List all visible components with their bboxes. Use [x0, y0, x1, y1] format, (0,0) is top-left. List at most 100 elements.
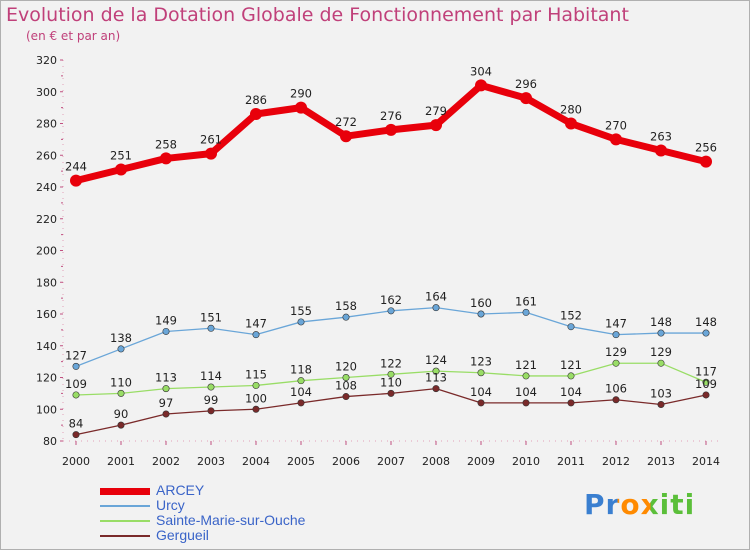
data-point — [432, 385, 440, 393]
y-tick-label: 200 — [36, 245, 57, 258]
data-point — [117, 345, 125, 353]
data-point — [655, 144, 667, 157]
data-label: 114 — [200, 369, 222, 383]
data-point — [612, 359, 620, 367]
y-tick-label: 300 — [36, 86, 57, 99]
y-tick: 80 — [43, 435, 63, 448]
data-label: 251 — [110, 149, 132, 163]
data-label: 110 — [110, 375, 132, 389]
data-point — [387, 389, 395, 397]
y-tick: 300 — [36, 86, 63, 99]
y-tick: 260 — [36, 149, 63, 162]
legend-swatch — [100, 487, 150, 495]
data-label: 270 — [605, 118, 627, 132]
y-tick-label: 100 — [36, 403, 57, 416]
data-label: 90 — [114, 407, 129, 421]
brand-logo: Proxiti — [584, 488, 695, 521]
data-label: 104 — [290, 385, 312, 399]
data-label: 162 — [380, 293, 402, 307]
data-point — [657, 359, 665, 367]
x-tick: 2006 — [332, 441, 360, 468]
y-tick-label: 260 — [36, 149, 57, 162]
series-urcy — [72, 304, 710, 370]
data-label: 244 — [65, 160, 87, 174]
data-label: 129 — [650, 345, 672, 359]
data-label: 160 — [470, 296, 492, 310]
x-tick-label: 2010 — [512, 455, 540, 468]
data-point — [612, 396, 620, 404]
data-label: 121 — [560, 358, 582, 372]
x-tick: 2005 — [287, 441, 315, 468]
y-tick-label: 120 — [36, 372, 57, 385]
data-label: 118 — [290, 363, 312, 377]
data-point — [567, 399, 575, 407]
data-label: 148 — [650, 315, 672, 329]
data-point — [612, 331, 620, 339]
y-tick-label: 80 — [43, 435, 57, 448]
data-point — [520, 92, 532, 105]
y-tick: 160 — [36, 308, 63, 321]
y-tick-label: 180 — [36, 276, 57, 289]
data-label: 106 — [605, 382, 627, 396]
data-label: 152 — [560, 309, 582, 323]
x-tick-label: 2014 — [692, 455, 720, 468]
x-tick: 2000 — [62, 441, 90, 468]
legend-swatch — [100, 505, 150, 507]
data-label: 109 — [695, 377, 717, 391]
x-tick-label: 2006 — [332, 455, 360, 468]
data-label: 147 — [245, 317, 267, 331]
x-tick: 2007 — [377, 441, 405, 468]
x-tick: 2010 — [512, 441, 540, 468]
data-point — [385, 123, 397, 136]
legend-swatch — [100, 520, 150, 522]
y-tick-label: 140 — [36, 340, 57, 353]
data-label: 161 — [515, 294, 537, 308]
data-label: 109 — [65, 377, 87, 391]
chart-title: Evolution de la Dotation Globale de Fonc… — [6, 4, 629, 26]
data-point — [522, 372, 530, 380]
data-point — [387, 370, 395, 378]
data-label: 272 — [335, 115, 357, 129]
data-point — [702, 378, 710, 386]
data-point — [567, 323, 575, 331]
x-tick-label: 2008 — [422, 455, 450, 468]
x-tick: 2008 — [422, 441, 450, 468]
data-label: 122 — [380, 356, 402, 370]
x-tick-label: 2012 — [602, 455, 630, 468]
data-label: 104 — [515, 385, 537, 399]
y-tick: 280 — [36, 118, 63, 131]
legend-label: Gergueil — [156, 527, 209, 543]
data-point — [207, 324, 215, 332]
data-point — [205, 147, 217, 160]
data-label: 261 — [200, 133, 222, 147]
y-tick-label: 220 — [36, 213, 57, 226]
data-point — [252, 331, 260, 339]
legend-swatch — [100, 535, 150, 537]
data-point — [342, 373, 350, 381]
x-tick: 2013 — [647, 441, 675, 468]
x-tick: 2002 — [152, 441, 180, 468]
data-point — [297, 399, 305, 407]
data-label: 121 — [515, 358, 537, 372]
y-tick-label: 240 — [36, 181, 57, 194]
data-point — [207, 383, 215, 391]
data-label: 97 — [159, 396, 174, 410]
data-point — [342, 313, 350, 321]
data-point — [252, 381, 260, 389]
series-gergueil — [72, 385, 710, 439]
y-tick: 320 — [36, 54, 63, 67]
data-label: 164 — [425, 290, 447, 304]
x-tick-label: 2013 — [647, 455, 675, 468]
x-tick: 2009 — [467, 441, 495, 468]
line-chart: 80 100 120 140 160 180 200 220 240 260 280 300 320 20… — [36, 54, 722, 468]
y-tick: 120 — [36, 372, 63, 385]
axes: 80 100 120 140 160 180 200 220 240 260 280 300 320 20… — [36, 54, 722, 468]
data-point — [115, 163, 127, 176]
data-point — [475, 79, 487, 92]
data-label: 148 — [695, 315, 717, 329]
data-label: 84 — [69, 417, 84, 431]
data-point — [117, 421, 125, 429]
legend-label: Sainte-Marie-sur-Ouche — [156, 512, 306, 528]
x-tick: 2001 — [107, 441, 135, 468]
